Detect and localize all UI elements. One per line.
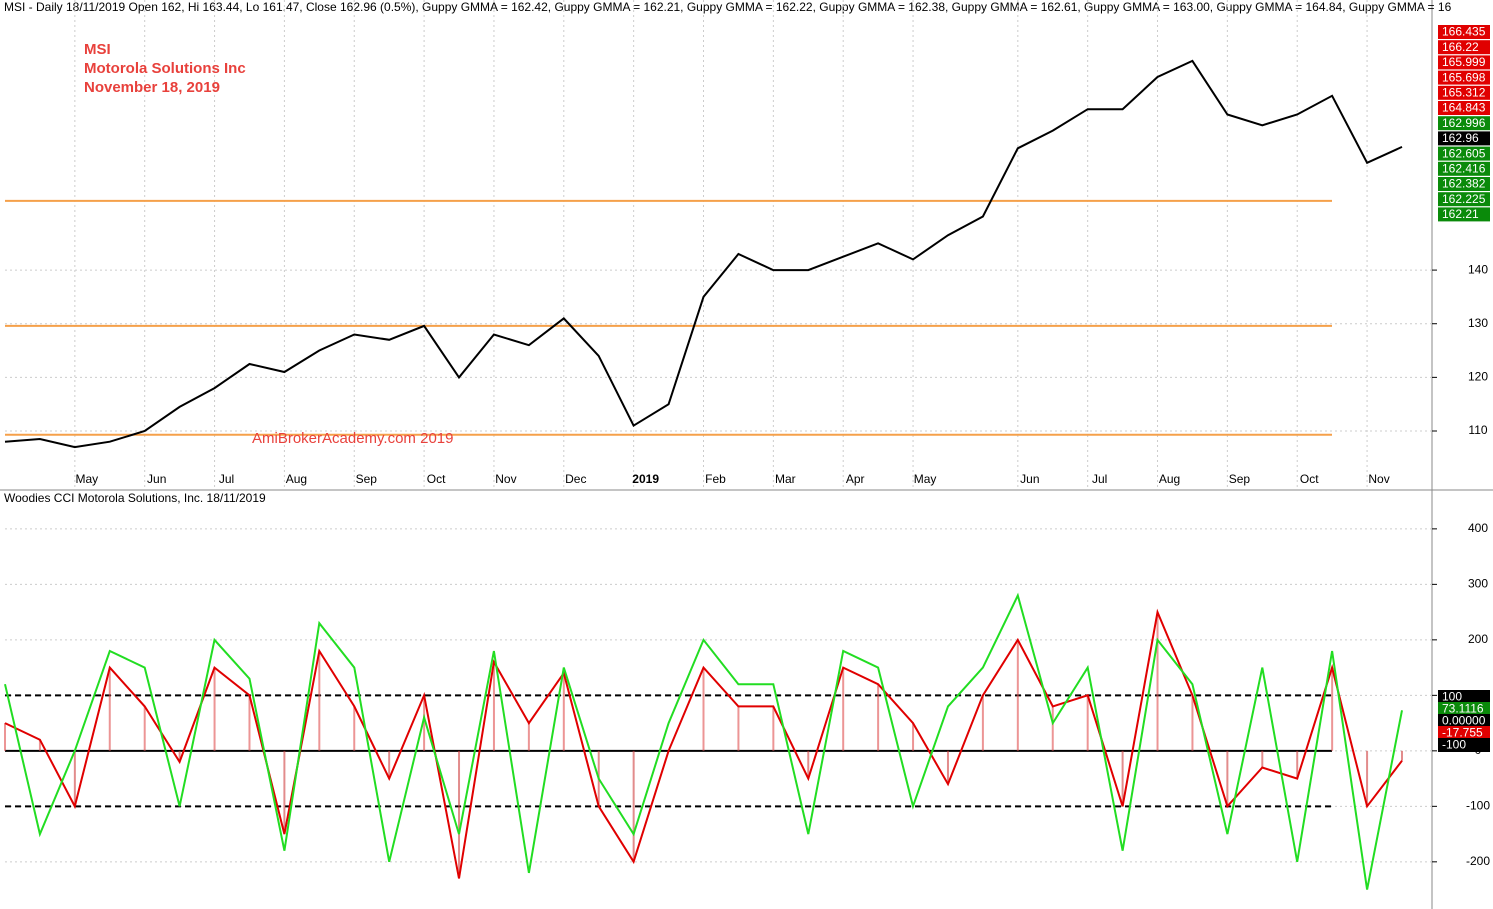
x-tick-label: Oct [1300, 472, 1319, 486]
x-tick-label: Aug [286, 472, 307, 486]
y-tick-label: 140 [1468, 262, 1488, 276]
price-badge: 100 [1442, 690, 1462, 704]
watermark: AmiBrokerAcademy.com 2019 [252, 430, 453, 447]
price-badge: -17.755 [1442, 726, 1483, 740]
price-badge: 166.22 [1442, 40, 1479, 54]
price-badge: 165.999 [1442, 55, 1486, 69]
y-tick-label: 130 [1468, 316, 1488, 330]
price-badge-bg [1438, 207, 1490, 222]
x-tick-label: Jun [1020, 472, 1039, 486]
x-tick-label: Nov [1368, 472, 1389, 486]
annotation: Motorola Solutions Inc [84, 60, 246, 77]
x-tick-label: 2019 [632, 472, 659, 486]
y-tick-label: -100 [1466, 799, 1490, 813]
price-badge: 162.21 [1442, 207, 1479, 221]
y-tick-label: 400 [1468, 521, 1488, 535]
y-tick-label: 120 [1468, 370, 1488, 384]
price-badge-bg [1438, 177, 1490, 191]
price-badge: 162.96 [1442, 131, 1479, 145]
x-tick-label: Sep [1229, 472, 1251, 486]
annotation: November 18, 2019 [84, 79, 220, 96]
series-line [4, 608, 1403, 879]
price-badge: 162.605 [1442, 146, 1486, 160]
annotation: MSI [84, 41, 111, 58]
price-badge-bg [1438, 690, 1490, 704]
y-tick-label: 300 [1468, 577, 1488, 591]
price-badge-bg [1438, 55, 1490, 70]
price-badge: 162.225 [1442, 192, 1486, 206]
x-tick-label: Dec [565, 472, 586, 486]
panel-header: Woodies CCI Motorola Solutions, Inc. 18/… [4, 491, 266, 505]
price-badge-bg [1438, 714, 1490, 728]
price-badge-bg [1438, 192, 1490, 207]
price-badge-bg [1438, 40, 1490, 55]
price-badge-bg [1438, 131, 1490, 146]
price-badge: 162.996 [1442, 116, 1486, 130]
price-badge: 165.698 [1442, 70, 1486, 84]
price-badge: 162.416 [1442, 161, 1486, 175]
price-badge: 166.435 [1442, 25, 1486, 39]
price-badge: 162.382 [1442, 177, 1486, 191]
x-tick-label: May [914, 472, 937, 486]
panel-header: MSI - Daily 18/11/2019 Open 162, Hi 163.… [4, 0, 1452, 14]
price-badge-bg [1438, 738, 1490, 752]
price-badge-bg [1438, 25, 1490, 39]
x-tick-label: Mar [775, 472, 796, 486]
x-tick-label: Aug [1159, 472, 1180, 486]
x-tick-label: Jul [1092, 472, 1107, 486]
price-badge-bg [1438, 116, 1490, 131]
x-tick-label: Jul [219, 472, 234, 486]
y-tick-label: -200 [1466, 854, 1490, 868]
price-badge: 165.312 [1442, 85, 1486, 99]
y-tick-label: 110 [1468, 423, 1487, 437]
x-tick-label: Feb [705, 472, 726, 486]
x-tick-label: May [76, 472, 99, 486]
price-badge: -100 [1442, 738, 1466, 752]
price-badge-bg [1438, 702, 1490, 716]
price-badge-bg [1438, 101, 1490, 115]
price-badge-bg [1438, 161, 1490, 176]
x-tick-label: Oct [427, 472, 446, 486]
price-badge: 73.1116 [1442, 702, 1484, 716]
price-badge-bg [1438, 146, 1490, 161]
x-tick-label: Apr [846, 472, 865, 486]
price-badge: 164.843 [1442, 101, 1486, 115]
price-badge: 0.00000 [1442, 714, 1486, 728]
x-tick-label: Jun [147, 472, 166, 486]
series-line [4, 592, 1403, 890]
price-badge-bg [1438, 85, 1490, 100]
x-tick-label: Sep [356, 472, 378, 486]
x-tick-label: Nov [495, 472, 516, 486]
y-tick-label: 200 [1468, 632, 1488, 646]
price-badge-bg [1438, 70, 1490, 85]
price-badge-bg [1438, 726, 1490, 740]
series-line [4, 59, 1403, 449]
